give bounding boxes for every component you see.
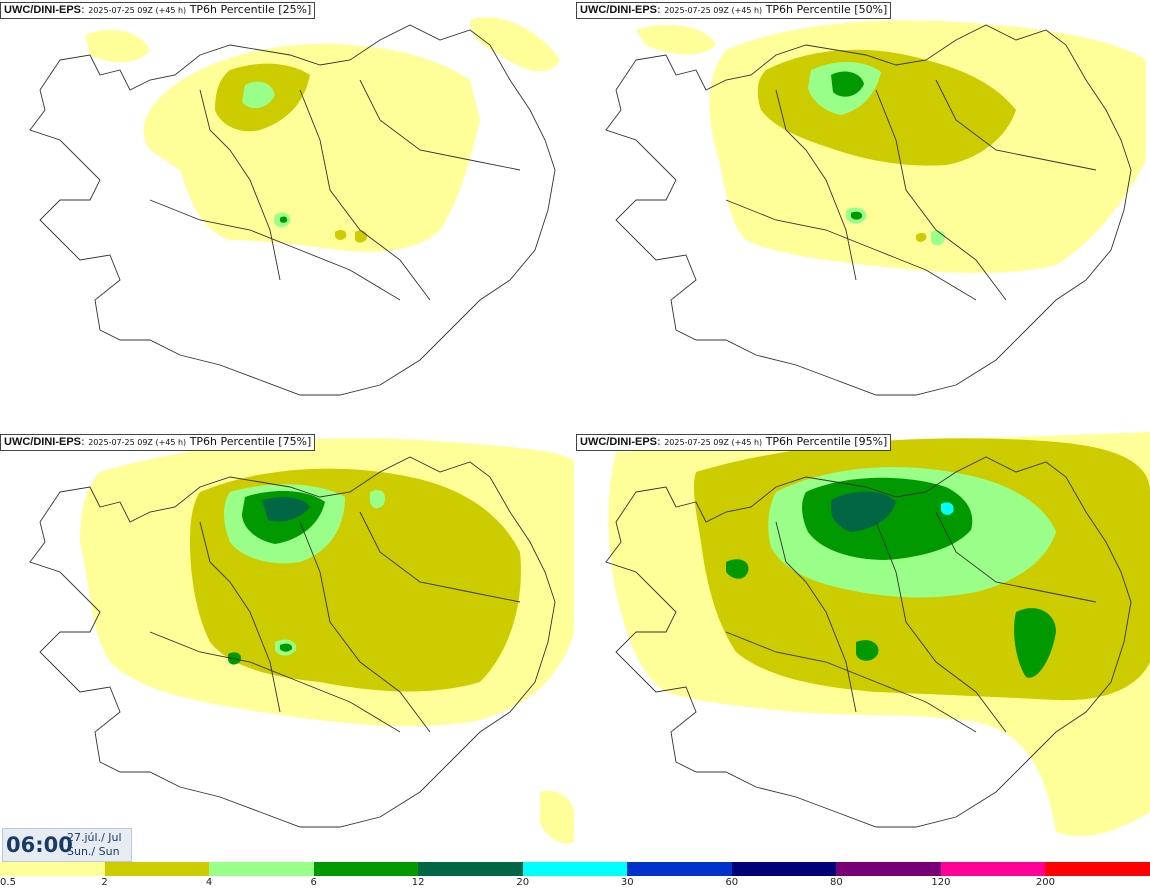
run-time: 2025-07-25 09Z (+45 h) xyxy=(88,6,187,15)
valid-day-text: Sun./ Sun xyxy=(67,845,120,858)
map-panel-p50: UWC/DINI-EPS: 2025-07-25 09Z (+45 h) TP6… xyxy=(576,0,1150,430)
run-time: 2025-07-25 09Z (+45 h) xyxy=(664,438,763,447)
legend-swatch xyxy=(0,862,105,876)
panel-title: UWC/DINI-EPS: 2025-07-25 09Z (+45 h) TP6… xyxy=(576,2,892,19)
legend-tick-label: 0.5 xyxy=(0,877,16,888)
valid-time-box: 06:00 27.júl./ Jul Sun./ Sun xyxy=(2,828,132,862)
precip-fill xyxy=(80,438,574,844)
legend-tick-label: 20 xyxy=(516,877,530,888)
legend-swatch xyxy=(836,862,941,876)
product-name: TP6h Percentile [75%] xyxy=(189,435,312,448)
precip-fill xyxy=(85,17,560,252)
product-name: TP6h Percentile [95%] xyxy=(765,435,888,448)
legend-tick-label: 6 xyxy=(310,877,317,888)
legend-tick-label: 200 xyxy=(1035,877,1055,888)
valid-date: 27.júl./ Jul Sun./ Sun xyxy=(67,831,122,859)
panel-title: UWC/DINI-EPS: 2025-07-25 09Z (+45 h) TP6… xyxy=(0,434,316,451)
model-name: UWC/DINI-EPS xyxy=(4,436,81,448)
valid-date-text: 27.júl./ Jul xyxy=(67,831,122,844)
legend-tick-label: 2 xyxy=(101,877,108,888)
run-time: 2025-07-25 09Z (+45 h) xyxy=(88,438,187,447)
legend-swatch xyxy=(104,862,210,876)
legend-tick-label: 60 xyxy=(725,877,739,888)
legend-swatch xyxy=(731,862,837,876)
legend-tick-label: 80 xyxy=(829,877,843,888)
coastline xyxy=(29,24,556,396)
precip-map xyxy=(29,438,574,844)
precip-map xyxy=(605,20,1146,396)
legend-tick-label: 4 xyxy=(205,877,213,888)
legend-swatch xyxy=(209,862,314,876)
coastline xyxy=(29,456,556,828)
map-panel-p25: UWC/DINI-EPS: 2025-07-25 09Z (+45 h) TP6… xyxy=(0,0,574,430)
legend-colorbar xyxy=(0,862,1150,876)
legend-swatch xyxy=(313,862,419,876)
precip-map xyxy=(29,17,560,396)
coastline xyxy=(605,24,1132,396)
legend-tick-label: 12 xyxy=(411,877,425,888)
run-time: 2025-07-25 09Z (+45 h) xyxy=(664,6,763,15)
product-name: TP6h Percentile [50%] xyxy=(765,3,888,16)
legend-swatch xyxy=(418,862,523,876)
model-name: UWC/DINI-EPS xyxy=(580,4,657,16)
model-name: UWC/DINI-EPS xyxy=(580,436,657,448)
precip-fill xyxy=(608,432,1150,836)
product-name: TP6h Percentile [25%] xyxy=(189,3,312,16)
map-panel-p95: UWC/DINI-EPS: 2025-07-25 09Z (+45 h) TP6… xyxy=(576,432,1150,862)
legend-swatch xyxy=(940,862,1046,876)
map-panel-p75: UWC/DINI-EPS: 2025-07-25 09Z (+45 h) TP6… xyxy=(0,432,574,862)
legend-swatch xyxy=(1045,862,1150,876)
precip-map xyxy=(605,432,1150,836)
model-name: UWC/DINI-EPS xyxy=(4,4,81,16)
legend-ticks: 0.5 2 4 6 12 20 30 60 80 120 200 xyxy=(0,876,1150,891)
panel-title: UWC/DINI-EPS: 2025-07-25 09Z (+45 h) TP6… xyxy=(0,2,316,19)
legend-tick-label: 30 xyxy=(620,877,634,888)
legend-swatch xyxy=(627,862,732,876)
panel-divider-horizontal xyxy=(0,430,1150,432)
panel-title: UWC/DINI-EPS: 2025-07-25 09Z (+45 h) TP6… xyxy=(576,434,892,451)
precip-fill xyxy=(636,20,1146,273)
legend-swatch xyxy=(522,862,628,876)
coastline xyxy=(605,456,1132,828)
legend-tick-label: 120 xyxy=(931,877,951,888)
valid-time: 06:00 xyxy=(6,833,73,857)
